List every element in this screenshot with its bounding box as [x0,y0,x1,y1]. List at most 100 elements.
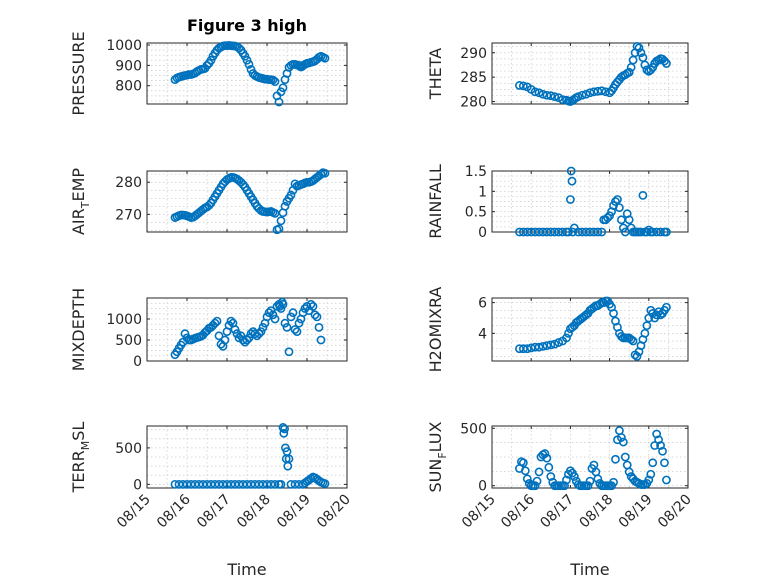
data-point [654,55,663,65]
x-tick-label: 08/16 [154,491,194,531]
data-point [238,479,248,489]
data-point [226,479,236,489]
data-point [312,312,322,322]
data-series [515,426,671,491]
y-axis-label: H2OMIXRA [426,287,445,373]
y-tick-label: 1 [478,184,487,200]
y-tick-label: 500 [115,441,142,457]
data-series [170,423,330,489]
data-point [534,88,544,98]
data-point [280,318,290,328]
data-point [662,59,671,68]
y-tick-label: 800 [115,79,142,95]
data-point [567,176,577,186]
data-point [270,208,280,218]
data-point [550,92,560,102]
data-point [593,474,603,484]
data-point [611,454,620,464]
data-point [244,59,254,69]
data-point [279,428,289,438]
data-point [616,332,626,341]
data-point [624,67,634,77]
data-point [314,322,324,332]
data-point [660,458,669,468]
data-point [270,479,280,489]
plot-area [146,170,348,233]
data-point [294,318,304,328]
data-point [646,65,656,75]
data-point [650,441,660,450]
data-point [246,479,256,489]
data-point [306,299,316,309]
data-point [258,322,268,332]
data-point [599,298,609,308]
data-point [546,340,556,350]
data-point [308,301,318,311]
data-point [656,227,665,237]
data-point [540,449,550,458]
x-tick-label: 08/17 [537,492,577,532]
data-point [613,195,622,204]
data-point [634,43,644,53]
data-point [222,479,232,489]
data-point [597,86,607,96]
y-tick-label: 6 [478,296,487,312]
data-point [274,224,284,234]
data-point [206,479,216,489]
y-axis-label: MIXDEPTH [69,288,88,371]
data-point [542,341,552,351]
data-point [620,452,630,462]
x-tick-label: 08/15 [114,492,154,532]
data-point [282,322,292,332]
y-tick-label: 285 [460,70,487,86]
data-point [554,338,564,347]
data-point [566,166,576,176]
y-tick-label: 280 [460,95,487,111]
data-point [180,329,190,339]
data-point [518,81,528,91]
data-point [294,479,304,489]
data-point [210,318,220,328]
y-tick-label: 280 [115,175,142,191]
data-point [280,201,290,211]
x-axis-label: Time [226,560,266,579]
data-point [646,469,656,479]
x-tick-label: 08/20 [655,492,695,532]
data-point [583,481,593,491]
data-point [611,197,620,206]
subplot-mixdepth: 0 500 1000 MIXDEPTH [69,288,348,371]
axis-frame [146,42,348,105]
data-point [286,312,296,322]
y-axis-label: PRESSURE [69,31,88,115]
data-point [278,83,288,93]
data-point [566,195,575,204]
y-axis-label: SUNFLUX [426,421,449,492]
data-series [515,42,671,106]
data-point [624,215,634,225]
y-tick-label: 0 [478,225,487,241]
subplot-rainfall: 0 0.5 1 1.5 RAINFALL [426,164,689,241]
data-point [632,42,642,51]
data-point [538,89,548,99]
data-point [662,227,671,237]
data-point [244,333,254,343]
data-point [320,479,330,489]
y-axis-label: THETA [426,48,445,100]
data-series [170,168,330,235]
data-point [662,475,671,485]
data-point [558,95,567,105]
data-point [522,474,532,484]
subplot-theta: 280 285 290 THETA [426,42,689,111]
data-point [286,190,296,200]
data-point [542,453,552,463]
y-axis-label: AIRTEMP [69,168,92,235]
data-point [550,339,560,349]
x-tick-label: 08/18 [577,492,617,532]
subplot-air-temp: 270 280 AIRTEMP [69,168,348,235]
data-point [178,479,188,489]
data-series [170,41,330,107]
data-point [638,190,648,200]
data-point [644,475,654,485]
data-point [214,331,224,341]
